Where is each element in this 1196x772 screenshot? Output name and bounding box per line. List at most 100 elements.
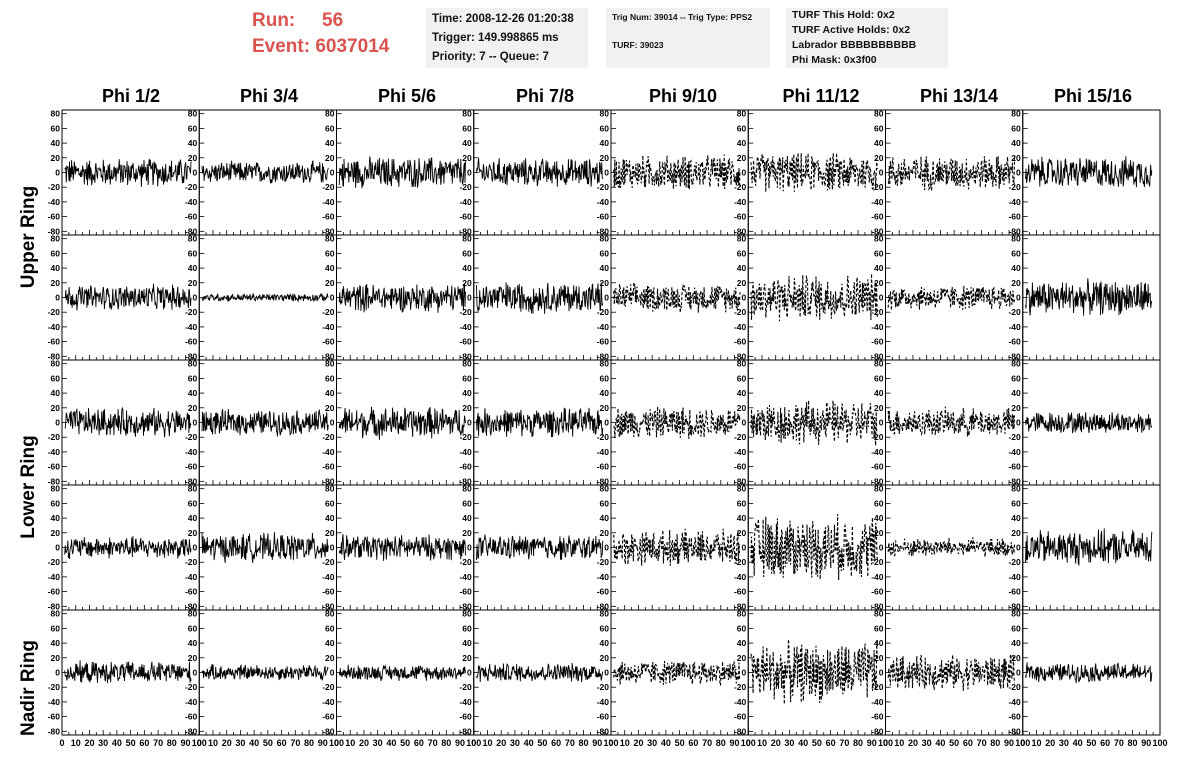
trigger-text: Trigger: 149.998865 ms <box>432 32 559 44</box>
waveform-trace <box>613 406 741 439</box>
y-tick-label: 80 <box>874 234 884 244</box>
y-tick-label: -20 <box>322 682 335 692</box>
y-tick-label: -80 <box>597 476 610 486</box>
y-tick-label: 60 <box>188 123 198 133</box>
y-tick-label: 0 <box>467 168 472 178</box>
y-tick-label: 0 <box>193 543 198 553</box>
y-tick-label: -20 <box>322 557 335 567</box>
y-tick-label: -80 <box>597 601 610 611</box>
x-tick-label: 80 <box>579 738 589 748</box>
y-tick-label: -80 <box>322 601 335 611</box>
y-tick-label: 0 <box>879 168 884 178</box>
y-tick-label: 20 <box>874 528 884 538</box>
y-tick-label: 40 <box>462 638 472 648</box>
y-tick-label: -40 <box>1008 572 1021 582</box>
y-tick-label: 40 <box>462 388 472 398</box>
y-tick-label: -40 <box>1008 197 1021 207</box>
y-tick-label: -40 <box>597 447 610 457</box>
y-tick-label: 0 <box>330 293 335 303</box>
y-tick-label: 60 <box>325 498 335 508</box>
y-tick-label: 20 <box>325 653 335 663</box>
y-tick-label: 60 <box>737 373 747 383</box>
x-tick-label: 50 <box>400 738 410 748</box>
y-tick-label: -60 <box>871 587 884 597</box>
y-tick-label: 20 <box>874 153 884 163</box>
turf-info-panel: TURF This Hold: 0x2 TURF Active Holds: 0… <box>786 8 948 68</box>
y-tick-label: 60 <box>51 498 61 508</box>
y-tick-label: 80 <box>325 234 335 244</box>
y-tick-label: 40 <box>1011 388 1021 398</box>
y-tick-label: 80 <box>462 234 472 244</box>
waveform-trace <box>64 158 192 187</box>
y-tick-label: -60 <box>48 462 61 472</box>
y-tick-label: 40 <box>737 263 747 273</box>
x-tick-label: 10 <box>345 738 355 748</box>
x-tick-label: 20 <box>908 738 918 748</box>
y-tick-label: -20 <box>322 432 335 442</box>
y-tick-label: 40 <box>51 388 61 398</box>
column-header-phi-5-6: Phi 5/6 <box>377 86 437 106</box>
y-tick-label: -80 <box>734 601 747 611</box>
y-tick-label: 40 <box>325 138 335 148</box>
y-tick-label: -20 <box>459 307 472 317</box>
y-tick-label: 40 <box>325 263 335 273</box>
y-tick-label: 0 <box>742 293 747 303</box>
y-tick-label: 0 <box>879 418 884 428</box>
x-tick-label: 100 <box>603 738 618 748</box>
y-tick-label: 60 <box>600 498 610 508</box>
y-tick-label: -40 <box>185 197 198 207</box>
y-tick-label: 0 <box>55 293 60 303</box>
x-tick-label: 0 <box>746 738 751 748</box>
waveform-trace <box>1025 662 1153 683</box>
y-tick-label: 0 <box>742 168 747 178</box>
y-tick-label: 0 <box>742 418 747 428</box>
y-tick-label: 20 <box>1011 153 1021 163</box>
y-tick-label: 40 <box>51 138 61 148</box>
x-tick-label: 50 <box>537 738 547 748</box>
turf-active-holds-text: TURF Active Holds: 0x2 <box>792 24 911 36</box>
waveform-trace <box>750 513 878 581</box>
waveform-trace <box>887 537 1016 558</box>
y-tick-label: 0 <box>742 668 747 678</box>
y-tick-label: -60 <box>1008 587 1021 597</box>
y-tick-label: 80 <box>1011 484 1021 494</box>
y-tick-label: 20 <box>51 278 61 288</box>
y-tick-label: 80 <box>737 109 747 119</box>
x-tick-label: 50 <box>675 738 685 748</box>
x-tick-label: 100 <box>192 738 207 748</box>
y-tick-label: 20 <box>600 528 610 538</box>
y-tick-label: -80 <box>597 726 610 736</box>
y-tick-label: 40 <box>188 513 198 523</box>
y-tick-label: 80 <box>737 359 747 369</box>
y-tick-label: -20 <box>1008 432 1021 442</box>
y-tick-label: -20 <box>459 432 472 442</box>
y-tick-label: -80 <box>1008 726 1021 736</box>
y-tick-label: 60 <box>325 123 335 133</box>
y-tick-label: 20 <box>1011 278 1021 288</box>
x-tick-label: 60 <box>139 738 149 748</box>
x-tick-label: 0 <box>59 738 64 748</box>
x-tick-label: 10 <box>482 738 492 748</box>
waveform-trace <box>887 285 1016 311</box>
y-tick-label: -60 <box>322 462 335 472</box>
y-tick-label: 60 <box>188 623 198 633</box>
y-tick-label: -60 <box>48 337 61 347</box>
y-tick-label: 40 <box>1011 263 1021 273</box>
y-tick-label: -20 <box>734 182 747 192</box>
y-tick-label: -40 <box>322 322 335 332</box>
y-tick-label: 60 <box>188 498 198 508</box>
x-tick-label: 30 <box>235 738 245 748</box>
y-tick-label: 20 <box>188 278 198 288</box>
y-tick-label: -40 <box>48 697 61 707</box>
y-tick-label: -40 <box>185 572 198 582</box>
waveform-trace <box>750 273 878 322</box>
y-tick-label: -60 <box>734 587 747 597</box>
y-tick-label: 0 <box>330 168 335 178</box>
y-tick-label: 40 <box>51 513 61 523</box>
x-tick-label: 90 <box>1004 738 1014 748</box>
trigger-info-panel: Trig Num: 39014 -- Trig Type: PPS2 TURF:… <box>606 8 770 68</box>
x-tick-label: 30 <box>647 738 657 748</box>
y-tick-label: 60 <box>462 373 472 383</box>
waveform-trace <box>338 406 466 440</box>
y-tick-label: 0 <box>55 418 60 428</box>
